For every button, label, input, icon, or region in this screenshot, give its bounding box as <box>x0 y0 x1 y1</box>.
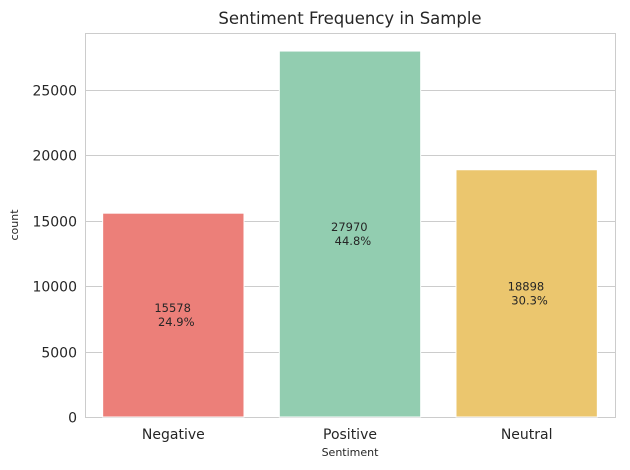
bar-count-label: 18898 <box>508 279 545 293</box>
bar-annotation: 18898 30.3% <box>508 279 548 307</box>
x-tick-label: Negative <box>142 427 205 443</box>
bars: 15578 24.9% 27970 44.8% 18898 30.3% <box>102 50 598 418</box>
y-tick-label: 20000 <box>32 149 77 165</box>
bar-positive <box>278 50 422 418</box>
bar-count-label: 15578 <box>154 301 191 315</box>
chart-title: Sentiment Frequency in Sample <box>218 9 481 28</box>
y-tick-label: 25000 <box>32 84 77 100</box>
x-tick-label: Positive <box>323 427 377 443</box>
bar-annotation: 27970 44.8% <box>331 220 371 248</box>
bar-percent-label: 30.3% <box>508 293 548 307</box>
bar-percent-label: 24.9% <box>154 315 194 329</box>
x-tick-label: Neutral <box>501 427 553 443</box>
y-tick-label: 10000 <box>32 280 77 296</box>
bar-negative <box>102 212 245 418</box>
y-axis-label: count <box>8 209 21 241</box>
y-tick-label: 15000 <box>32 215 77 231</box>
bar-count-label: 27970 <box>331 220 368 234</box>
bar-neutral <box>455 169 598 418</box>
bar-annotation: 15578 24.9% <box>154 301 194 329</box>
y-tick-label: 0 <box>68 411 77 427</box>
plot-area-frame <box>85 33 616 418</box>
bar-percent-label: 44.8% <box>331 234 371 248</box>
y-tick-label: 5000 <box>41 346 77 362</box>
x-axis-ticks: Negative Positive Neutral <box>142 427 553 443</box>
y-axis-ticks: 0 5000 10000 15000 20000 25000 <box>32 84 77 427</box>
x-axis-label: Sentiment <box>322 446 380 459</box>
